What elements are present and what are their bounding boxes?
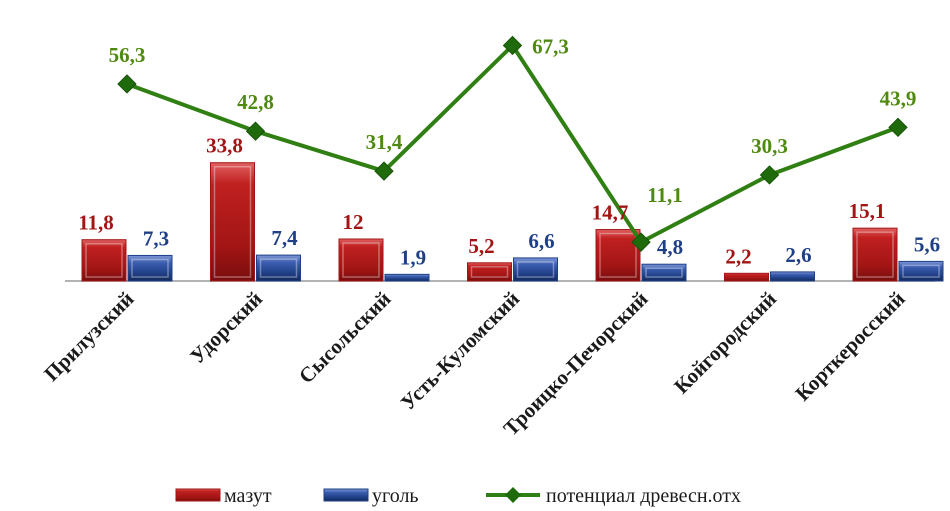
category-label-4: Троицко-Печорский <box>499 287 653 441</box>
bar-label-1-2: 1,9 <box>400 245 426 269</box>
bar-label-0-1: 33,8 <box>206 134 243 158</box>
bar-bevel-0-1 <box>213 165 252 278</box>
line-label-3: 67,3 <box>532 34 569 58</box>
bar-bevel-1-4 <box>645 267 683 278</box>
category-label-2: Сысольский <box>294 287 396 389</box>
bar-ugol-5 <box>770 271 815 282</box>
bar-mazut-5 <box>724 272 769 282</box>
category-label-1: Удорский <box>185 287 267 369</box>
category-label-6: Корткеросский <box>790 287 909 406</box>
category-label-5: Койгородский <box>669 287 781 399</box>
bar-ugol-2 <box>384 273 430 282</box>
bar-bevel-0-2 <box>342 242 380 278</box>
category-label-3: Усть-Куломский <box>396 287 524 415</box>
bar-bevel-1-6 <box>902 264 940 278</box>
bar-ugol-3 <box>513 257 558 282</box>
bar-label-0-3: 5,2 <box>468 234 494 258</box>
bar-label-0-2: 12 <box>343 210 364 234</box>
bar-label-1-6: 5,6 <box>914 232 940 256</box>
bar-ugol-1 <box>256 254 301 282</box>
bar-mazut-0 <box>81 239 127 282</box>
bar-mazut-2 <box>338 238 384 282</box>
bars-layer <box>81 162 944 282</box>
legend-swatch-0 <box>175 488 221 502</box>
line-marker-3 <box>502 35 523 56</box>
bar-bevel-1-1 <box>259 258 298 278</box>
bar-ugol-4 <box>641 263 687 282</box>
bar-mazut-3 <box>467 262 512 282</box>
line-marker-0 <box>117 74 137 94</box>
bar-ugol-6 <box>898 260 944 282</box>
bar-label-0-5: 2,2 <box>725 244 751 268</box>
bar-label-1-4: 4,8 <box>657 235 683 259</box>
bar-label-1-1: 7,4 <box>271 226 298 250</box>
line-label-5: 30,3 <box>751 134 788 158</box>
bar-bevel-0-6 <box>856 231 894 278</box>
bar-bevel-0-4 <box>599 232 637 278</box>
bar-mazut-1 <box>210 162 255 282</box>
line-label-1: 42,8 <box>237 90 274 114</box>
category-label-0: Прилузский <box>39 287 138 386</box>
legend-item-0: мазут <box>175 485 272 507</box>
bar-label-1-5: 2,6 <box>785 243 811 267</box>
legend-item-1: уголь <box>323 485 419 507</box>
legend-label-2: потенциал древесн.отх <box>546 485 741 507</box>
bar-label-1-0: 7,3 <box>143 226 169 250</box>
bar-ugol-0 <box>127 254 173 282</box>
category-labels: Прилузский Удорский Сысольский Усть-Куломск… <box>39 287 909 441</box>
bar-bevel-0-0 <box>85 242 123 278</box>
line-label-2: 31,4 <box>366 130 403 154</box>
bar-label-0-6: 15,1 <box>849 199 886 223</box>
line-marker-5 <box>759 165 780 185</box>
legend-swatch-1 <box>323 488 369 502</box>
line-label-6: 43,9 <box>880 86 917 110</box>
line-layer <box>117 35 908 252</box>
legend-marker-2 <box>505 487 521 503</box>
legend-label-0: мазут <box>224 485 272 507</box>
bar-mazut-6 <box>852 227 898 282</box>
line-marker-2 <box>374 161 394 181</box>
labels-layer: 11,8 7,3 33,8 7,4 12 1,9 5,2 6,6 14,7 4,8 2,2 2,6 15… <box>78 34 940 269</box>
line-marker-6 <box>888 117 908 138</box>
legend-label-1: уголь <box>372 485 419 507</box>
bar-label-0-4: 14,7 <box>592 201 629 225</box>
legend-item-2: потенциал древесн.отх <box>486 485 741 507</box>
line-label-0: 56,3 <box>109 43 146 67</box>
bar-label-0-0: 11,8 <box>78 211 114 235</box>
bar-bevel-1-3 <box>516 261 555 278</box>
line-marker-1 <box>245 121 266 141</box>
legend: мазут уголь потенциал древесн.отх <box>175 485 741 507</box>
bar-mazut-4 <box>595 229 641 282</box>
bar-label-1-3: 6,6 <box>528 229 554 253</box>
bar-bevel-0-3 <box>470 266 509 278</box>
line-marker-4 <box>631 232 651 252</box>
line-label-4: 11,1 <box>647 183 683 207</box>
bar-bevel-1-0 <box>131 258 169 278</box>
